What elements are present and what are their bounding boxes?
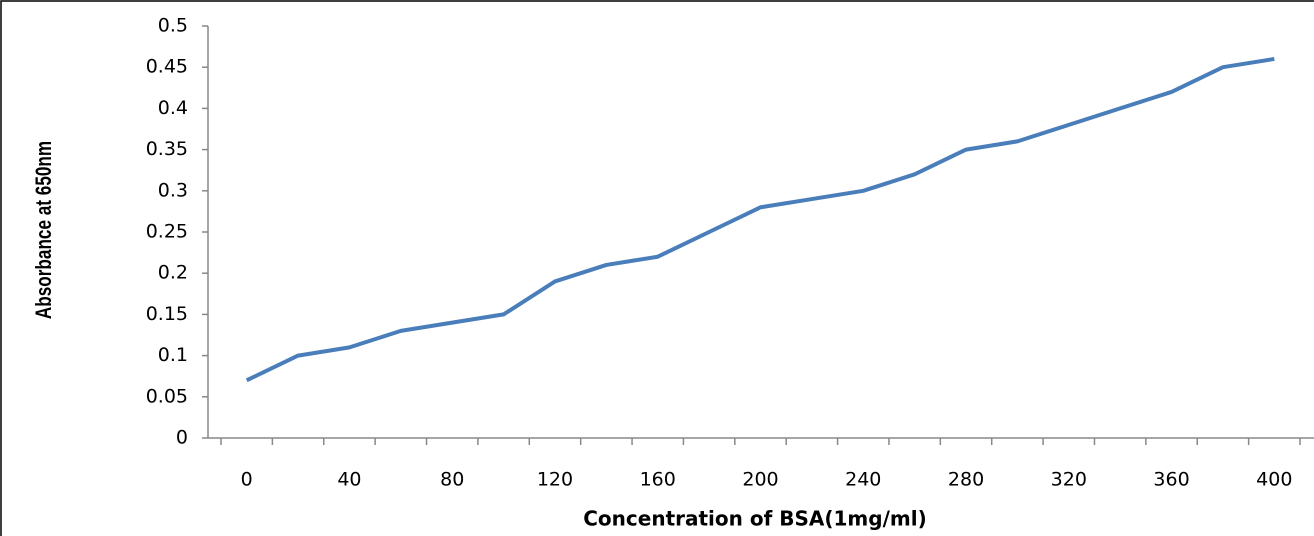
x-axis-label: Concentration of BSA(1mg/ml) [583, 507, 926, 531]
x-tick-label: 40 [337, 469, 361, 491]
y-tick-label: 0.4 [158, 97, 188, 119]
data-line [245, 56, 1275, 383]
y-tick-label: 0.2 [158, 262, 188, 284]
x-tick-label: 400 [1256, 469, 1292, 491]
y-tick-label: 0.35 [146, 138, 188, 160]
y-tick-label: 0.45 [146, 56, 188, 78]
x-tick-label: 0 [241, 469, 253, 491]
y-tick-label: 0.05 [146, 385, 188, 407]
y-tick-label: 0.1 [158, 344, 188, 366]
x-tick-label: 280 [948, 469, 984, 491]
x-tick-label: 200 [742, 469, 778, 491]
x-tick-label: 120 [537, 469, 573, 491]
y-tick-label: 0.25 [146, 221, 188, 243]
x-tick-label: 320 [1051, 469, 1087, 491]
y-tick-label: 0.3 [158, 179, 188, 201]
x-tick-label: 160 [640, 469, 676, 491]
x-tick-label: 240 [845, 469, 881, 491]
y-axis-label: Absorbance at 650nm [32, 141, 57, 319]
y-tick-label: 0.15 [146, 303, 188, 325]
x-tick-label: 360 [1153, 469, 1189, 491]
x-tick-label: 80 [440, 469, 464, 491]
y-tick-label: 0.5 [158, 15, 188, 37]
y-tick-label: 0 [176, 427, 188, 449]
